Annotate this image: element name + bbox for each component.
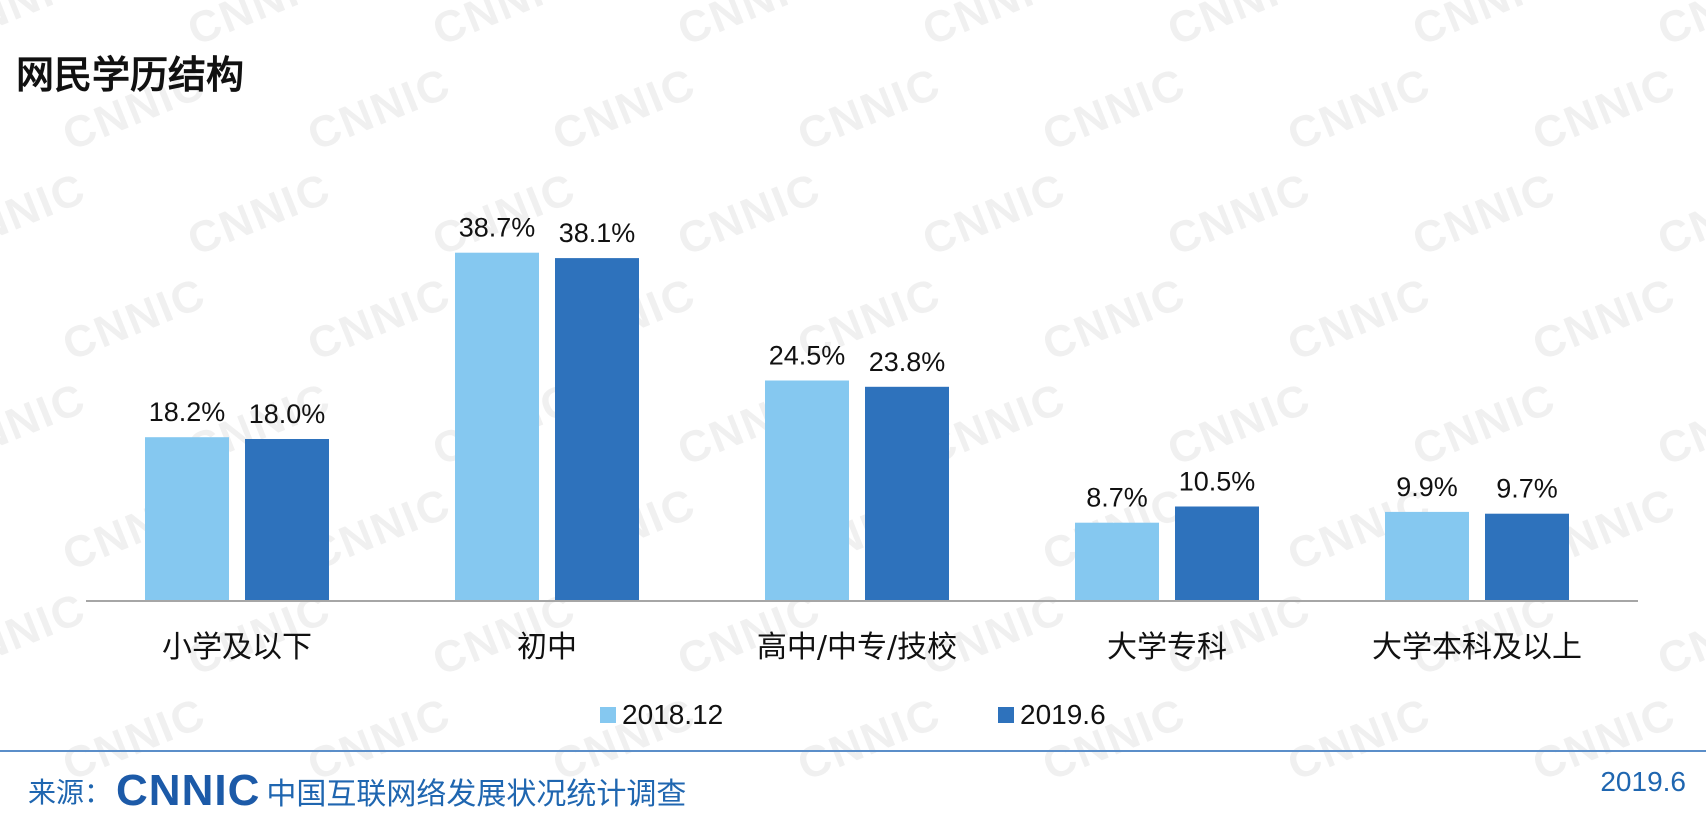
data-label: 10.5% [1179,467,1256,497]
bar [455,252,539,601]
bar [555,258,639,601]
bar [145,437,229,601]
bar [1175,506,1259,601]
category-label: 大学本科及以上 [1372,630,1582,665]
data-label: 38.7% [459,213,536,243]
legend-swatch [998,707,1014,723]
data-label: 38.1% [559,218,636,248]
bar [765,380,849,601]
footer-source: 来源： CNNIC 中国互联网络发展状况统计调查 [28,766,686,816]
legend-label: 2019.6 [1020,699,1106,730]
legend-label: 2018.12 [622,699,723,730]
data-label: 24.5% [769,341,846,371]
cnnic-logo: CNNIC [116,766,261,815]
data-label: 18.2% [149,397,226,427]
legend-swatch [600,707,616,723]
footer-date: 2019.6 [1600,766,1686,797]
bar-chart: 18.2% 18.0% 小学及以下 38.7% 38.1% 初中 24.5% 23.8% 高中/… [86,213,1638,730]
data-label: 9.9% [1396,472,1458,502]
data-label: 18.0% [249,399,326,429]
data-label: 9.7% [1496,474,1558,504]
category-label: 小学及以下 [162,630,312,665]
bar [245,439,329,601]
source-label: 来源： [28,776,113,809]
data-label: 23.8% [869,347,946,377]
bar [1485,513,1569,601]
footer-divider [0,750,1706,752]
bar [865,386,949,601]
page-title: 网民学历结构 [16,52,245,97]
data-label: 8.7% [1086,483,1148,513]
category-label: 大学专科 [1107,630,1227,665]
category-label: 高中/中专/技校 [757,630,957,665]
bar [1385,511,1469,601]
org-name: 中国互联网络发展状况统计调查 [266,777,687,812]
bar [1075,522,1159,601]
category-label: 初中 [517,630,577,665]
